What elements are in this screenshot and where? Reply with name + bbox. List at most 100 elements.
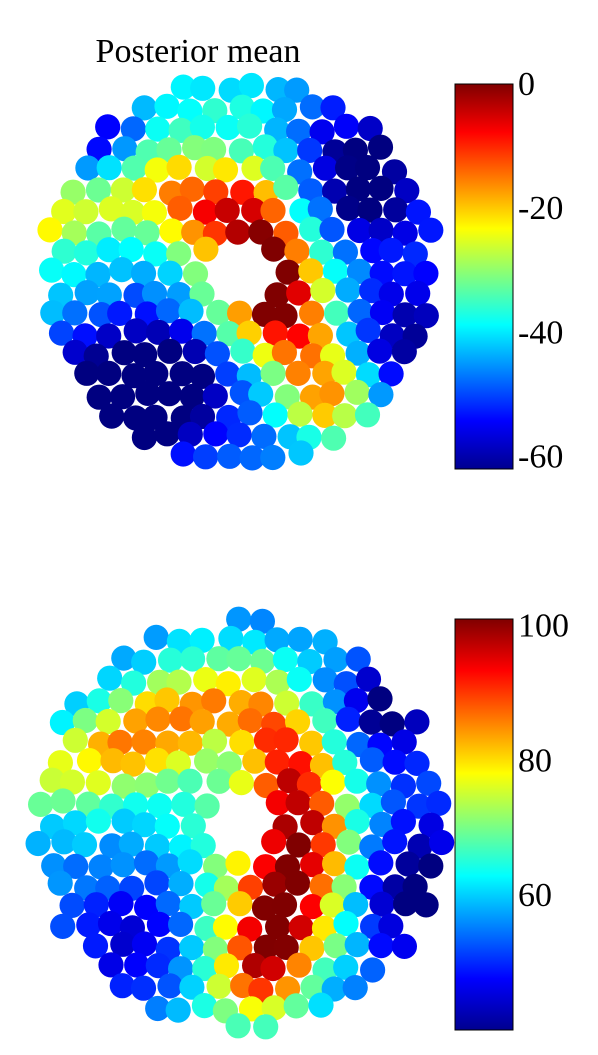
scatter-dot	[132, 342, 158, 368]
scatter-dot	[241, 667, 267, 693]
scatter-dot	[333, 113, 360, 139]
scatter-dot	[333, 910, 359, 937]
scatter-dot	[109, 973, 135, 999]
scatter-dot	[147, 793, 173, 819]
scatter-dot	[273, 727, 299, 753]
scatter-dot	[157, 973, 183, 999]
scatter-dot	[309, 873, 335, 899]
scatter-dot	[369, 891, 395, 917]
scatter-dot	[347, 217, 373, 244]
scatter-dot	[228, 138, 254, 164]
scatter-dot	[120, 751, 146, 777]
scatter-dot	[215, 114, 241, 141]
scatter-dot	[143, 624, 169, 651]
scatter-dot	[309, 790, 335, 817]
scatter-dot	[171, 791, 197, 817]
scatter-dot	[297, 137, 323, 163]
scatter-dot	[226, 606, 252, 632]
scatter-dot	[283, 993, 309, 1019]
scatter-dot	[123, 282, 149, 308]
scatter-dot	[261, 995, 287, 1021]
scatter-dot	[167, 195, 193, 221]
scatter-dot	[168, 911, 194, 938]
scatter-dot	[154, 813, 180, 839]
scatter-dot	[253, 727, 280, 753]
scatter-dot	[131, 95, 157, 121]
scatter-dot	[155, 298, 182, 324]
scatter-dot	[194, 748, 220, 774]
scatter-dot	[300, 343, 326, 369]
scatter-dot	[82, 933, 109, 959]
scatter-dot	[51, 238, 77, 264]
scatter-dot	[241, 197, 267, 224]
scatter-dot	[143, 361, 169, 387]
scatter-dot	[309, 119, 335, 145]
scatter-dot	[95, 114, 121, 140]
scatter-dot	[319, 892, 345, 918]
scatter-dot	[345, 340, 371, 366]
scatter-dot	[157, 338, 183, 364]
scatter-dot	[213, 953, 240, 979]
scatter-dot	[62, 300, 88, 326]
scatter-dot	[96, 323, 122, 349]
scatter-dot	[296, 771, 322, 798]
scatter-dot	[40, 300, 66, 326]
scatter-dot	[274, 384, 300, 410]
scatter-dot	[62, 339, 88, 365]
scatter-dot	[27, 791, 54, 818]
scatter-dot	[111, 645, 137, 671]
scatter-dot	[86, 136, 112, 162]
scatter-dot	[110, 852, 136, 878]
scatter-dot	[144, 870, 170, 896]
scatter-dot	[360, 238, 386, 264]
scatter-dot	[51, 198, 77, 225]
scatter-dot	[202, 383, 228, 409]
scatter-dot	[288, 915, 314, 941]
scatter-dot	[154, 93, 180, 119]
scatter-dot	[392, 261, 418, 287]
scatter-dot	[395, 851, 421, 877]
scatter-dot	[62, 810, 88, 836]
scatter-dot	[391, 339, 417, 365]
scatter-dot	[343, 892, 369, 918]
scatter-dot	[312, 360, 338, 386]
scatter-dot	[134, 772, 160, 798]
scatter-dot	[312, 667, 338, 693]
scatter-dot	[344, 379, 370, 405]
scatter-dot	[201, 136, 227, 163]
scatter-dot	[405, 199, 431, 225]
scatter-dot	[358, 709, 384, 735]
scatter-dot	[108, 891, 134, 917]
scatter-dot	[145, 953, 171, 979]
scatter-dot	[156, 381, 182, 407]
scatter-dot	[154, 421, 180, 447]
scatter-dot	[108, 688, 134, 714]
scatter-dot	[121, 670, 147, 696]
scatter-dot	[273, 137, 299, 164]
scatter-dot	[323, 647, 349, 673]
scatter-dot	[307, 322, 333, 349]
scatter-dot	[131, 649, 157, 675]
scatter-dot	[416, 770, 442, 796]
scatter-dot	[284, 77, 310, 103]
scatter-dot	[182, 261, 209, 287]
scatter-dot	[300, 852, 326, 878]
scatter-dot	[272, 646, 298, 673]
scatter-dot	[134, 220, 160, 246]
scatter-dot	[260, 955, 286, 982]
scatter-dot	[320, 95, 346, 121]
scatter-dot	[284, 870, 311, 896]
scatter-dot	[85, 261, 111, 288]
scatter-dot	[319, 381, 345, 407]
scatter-dot	[47, 870, 73, 896]
scatter-dot	[391, 729, 417, 755]
scatter-dot	[321, 425, 347, 451]
scatter-dot	[262, 871, 288, 897]
scatter-dot	[405, 280, 431, 306]
scatter-dot	[299, 94, 325, 120]
scatter-dot	[286, 666, 312, 693]
scatter-dot	[264, 749, 290, 775]
scatter-dot	[413, 892, 439, 918]
colorbar-ticks: 100 80 60	[518, 608, 569, 915]
scatter-dot	[357, 115, 383, 142]
